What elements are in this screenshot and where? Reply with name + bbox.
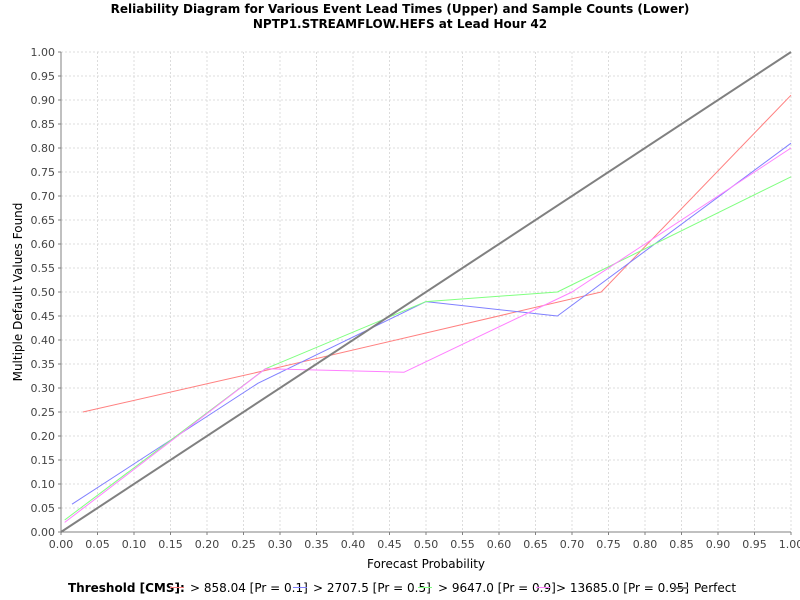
y-tick-label: 0.65 xyxy=(31,214,56,227)
x-tick-label: 0.20 xyxy=(195,538,220,551)
y-tick-label: 0.50 xyxy=(31,286,56,299)
y-tick-label: 0.00 xyxy=(31,526,56,539)
legend-item-series-2: > 2707.5 [Pr = 0.5] xyxy=(293,581,431,595)
y-tick-label: 0.15 xyxy=(31,454,56,467)
y-tick-label: 0.20 xyxy=(31,430,56,443)
legend-item-series-1: > 858.04 [Pr = 0.1] xyxy=(170,581,308,595)
x-tick-label: 0.60 xyxy=(487,538,512,551)
x-tick-label: 0.25 xyxy=(231,538,256,551)
legend-label-series-4: > 13685.0 [Pr = 0.95] xyxy=(556,581,690,595)
legend-header: Threshold [CMS]: xyxy=(68,581,185,595)
legend-swatch-series-1 xyxy=(170,587,184,588)
x-tick-label: 0.10 xyxy=(122,538,147,551)
x-tick-label: 0.30 xyxy=(268,538,293,551)
x-tick-label: 0.90 xyxy=(706,538,731,551)
chart-title-line2: NPTP1.STREAMFLOW.HEFS at Lead Hour 42 xyxy=(252,17,548,31)
x-axis-label: Forecast Probability xyxy=(367,557,485,571)
axes: 0.00 0.05 0.10 0.15 0.20 0.25 0.30 0.35 0.40 0.45… xyxy=(31,46,800,551)
perfect-line xyxy=(60,51,792,533)
legend-item-series-4: > 13685.0 [Pr = 0.95] xyxy=(536,581,689,595)
legend-label-perfect: Perfect xyxy=(694,581,737,595)
y-tick-label: 0.45 xyxy=(31,310,56,323)
x-tick-label: 0.55 xyxy=(450,538,475,551)
y-tick-label: 0.05 xyxy=(31,502,56,515)
y-tick-label: 0.75 xyxy=(31,166,56,179)
x-tick-label: 0.15 xyxy=(158,538,183,551)
y-tick-label: 1.00 xyxy=(31,46,56,59)
y-tick-label: 0.85 xyxy=(31,118,56,131)
y-tick-label: 0.40 xyxy=(31,334,56,347)
legend-item-series-3: > 9647.0 [Pr = 0.9] xyxy=(418,581,556,595)
x-tick-label: 0.50 xyxy=(414,538,439,551)
y-tick-label: 0.80 xyxy=(31,142,56,155)
legend-label-series-2: > 2707.5 [Pr = 0.5] xyxy=(313,581,431,595)
series-line-4 xyxy=(64,147,792,523)
x-tick-label: 0.45 xyxy=(377,538,402,551)
x-tick-label: 0.35 xyxy=(304,538,329,551)
y-tick-label: 0.95 xyxy=(31,70,56,83)
y-tick-label: 0.35 xyxy=(31,358,56,371)
x-tick-label: 0.80 xyxy=(633,538,658,551)
legend-swatch-series-4 xyxy=(536,587,550,588)
x-tick-label: 1.00 xyxy=(779,538,800,551)
y-tick-label: 0.70 xyxy=(31,190,56,203)
legend-swatch-perfect xyxy=(674,586,688,589)
y-tick-label: 0.55 xyxy=(31,262,56,275)
x-tick-label: 0.75 xyxy=(596,538,621,551)
series-line-2 xyxy=(71,142,792,505)
x-tick-label: 0.40 xyxy=(341,538,366,551)
series-line-1 xyxy=(82,94,792,413)
x-tick-label: 0.95 xyxy=(742,538,767,551)
legend-label-series-1: > 858.04 [Pr = 0.1] xyxy=(190,581,308,595)
y-tick-label: 0.10 xyxy=(31,478,56,491)
y-tick-label: 0.60 xyxy=(31,238,56,251)
series-line-3 xyxy=(64,176,792,521)
x-tick-label: 0.00 xyxy=(49,538,74,551)
legend-swatch-series-3 xyxy=(418,587,432,588)
x-tick-label: 0.85 xyxy=(669,538,694,551)
x-tick-label: 0.05 xyxy=(85,538,110,551)
chart-title-line1: Reliability Diagram for Various Event Le… xyxy=(110,2,690,16)
y-tick-label: 0.30 xyxy=(31,382,56,395)
y-axis-label: Multiple Default Values Found xyxy=(11,203,25,382)
y-tick-label: 0.90 xyxy=(31,94,56,107)
y-tick-label: 0.25 xyxy=(31,406,56,419)
series-lines xyxy=(60,51,792,533)
x-tick-label: 0.70 xyxy=(560,538,585,551)
x-tick-label: 0.65 xyxy=(523,538,548,551)
legend-label-series-3: > 9647.0 [Pr = 0.9] xyxy=(438,581,556,595)
legend-swatch-series-2 xyxy=(293,587,307,588)
legend-item-perfect: Perfect xyxy=(674,581,736,595)
legend: Threshold [CMS]: > 858.04 [Pr = 0.1] > 2… xyxy=(0,580,800,598)
